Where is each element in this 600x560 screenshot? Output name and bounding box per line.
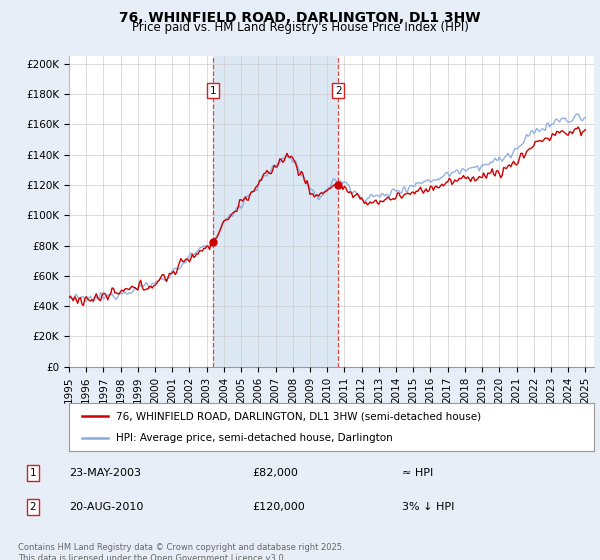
Bar [214, 56, 338, 367]
Text: Contains HM Land Registry data © Crown copyright and database right 2025.
This d: Contains HM Land Registry data © Crown c… [18, 543, 344, 560]
Text: HPI: Average price, semi-detached house, Darlington: HPI: Average price, semi-detached house,… [116, 433, 393, 443]
Text: 2: 2 [29, 502, 37, 512]
Text: £82,000: £82,000 [252, 468, 298, 478]
Text: ≈ HPI: ≈ HPI [402, 468, 433, 478]
Text: Price paid vs. HM Land Registry's House Price Index (HPI): Price paid vs. HM Land Registry's House … [131, 21, 469, 34]
Text: 23-MAY-2003: 23-MAY-2003 [69, 468, 141, 478]
Text: 3% ↓ HPI: 3% ↓ HPI [402, 502, 454, 512]
Text: 20-AUG-2010: 20-AUG-2010 [69, 502, 143, 512]
Text: 1: 1 [210, 86, 217, 96]
Text: 76, WHINFIELD ROAD, DARLINGTON, DL1 3HW (semi-detached house): 76, WHINFIELD ROAD, DARLINGTON, DL1 3HW … [116, 411, 481, 421]
Text: 76, WHINFIELD ROAD, DARLINGTON, DL1 3HW: 76, WHINFIELD ROAD, DARLINGTON, DL1 3HW [119, 11, 481, 25]
Text: 1: 1 [29, 468, 37, 478]
Text: 2: 2 [335, 86, 341, 96]
Text: £120,000: £120,000 [252, 502, 305, 512]
